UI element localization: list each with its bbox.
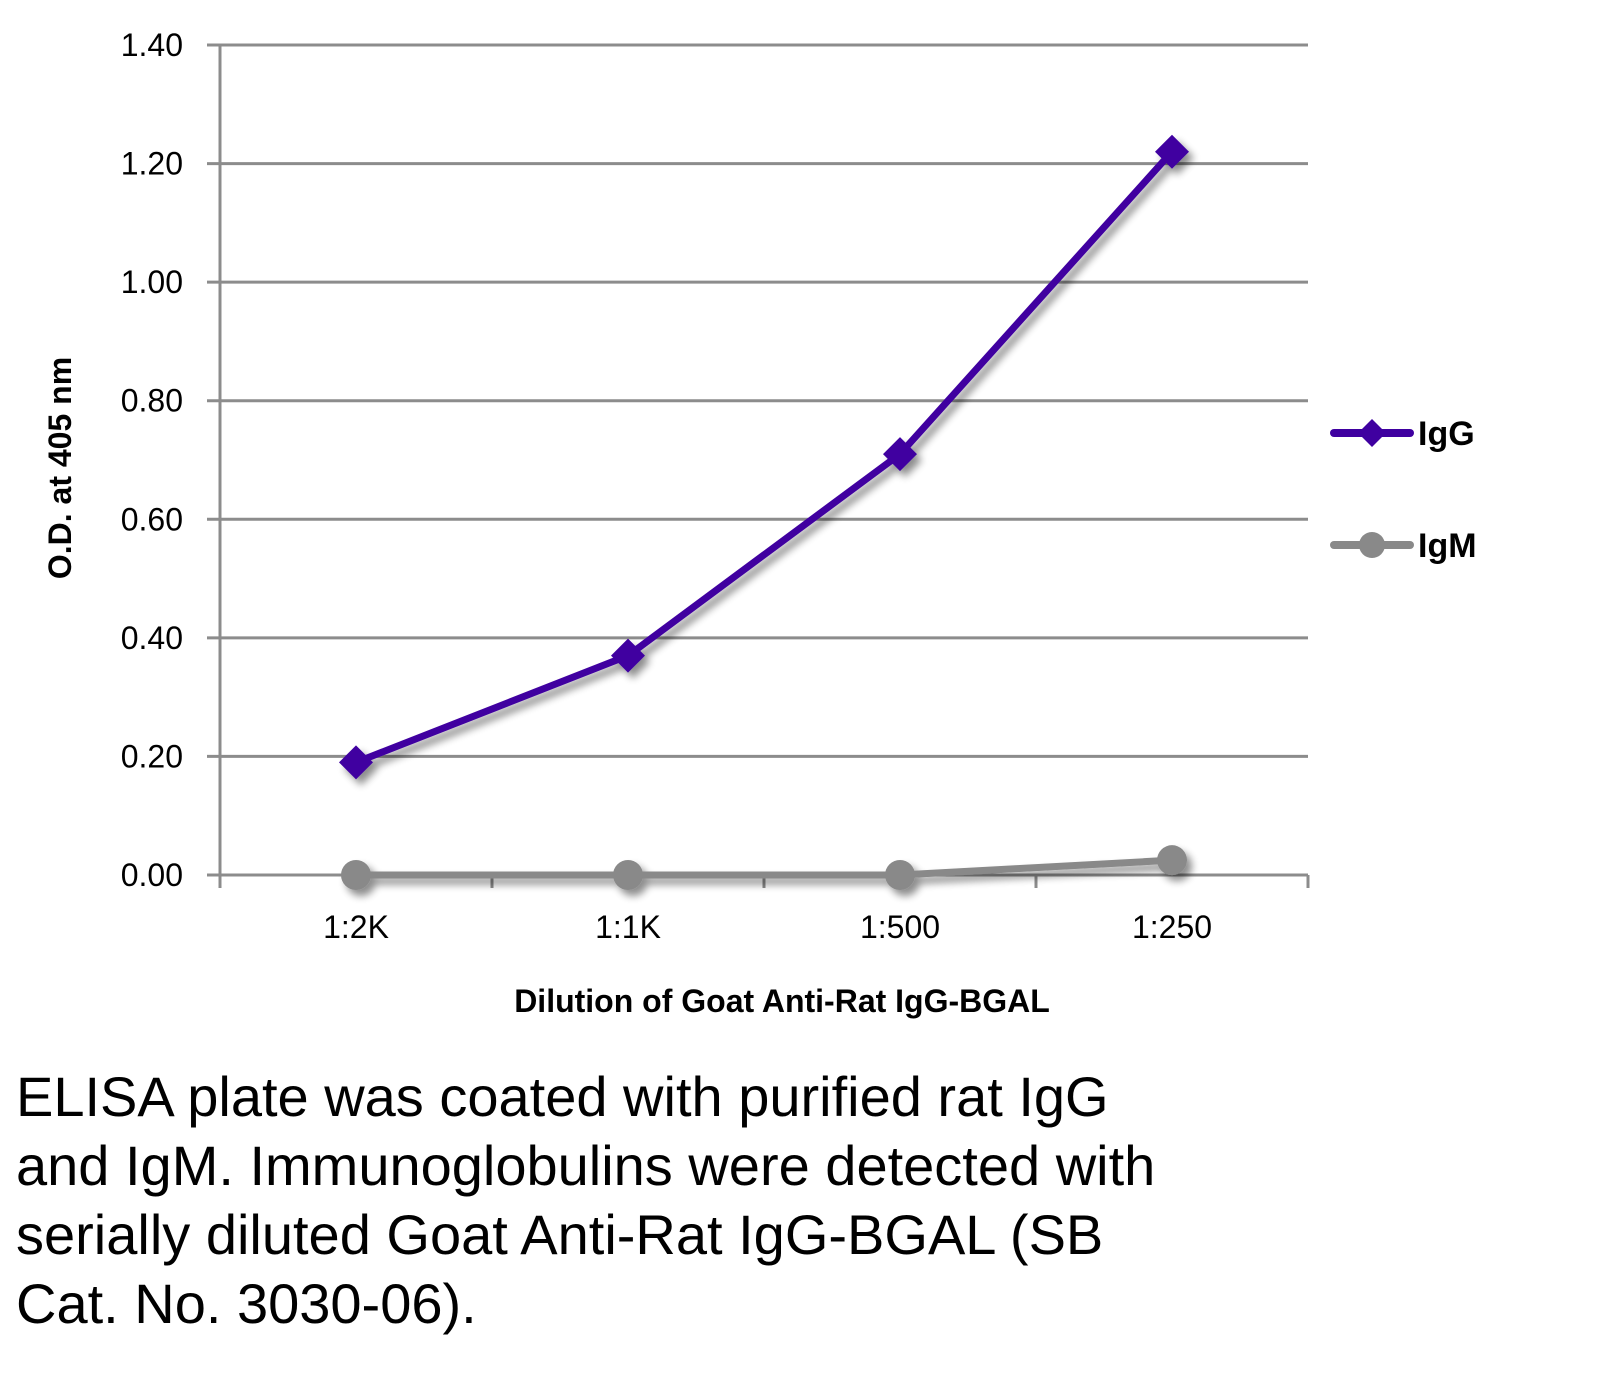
legend: IgG IgM	[1330, 415, 1477, 565]
x-axis-title: Dilution of Goat Anti-Rat IgG-BGAL	[514, 983, 1050, 1019]
x-tick-label: 1:500	[860, 909, 940, 945]
caption-line: ELISA plate was coated with purified rat…	[16, 1065, 1109, 1128]
y-tick-label: 0.80	[121, 383, 183, 419]
legend-item-igm: IgM	[1330, 527, 1477, 565]
data-point	[339, 745, 373, 780]
caption-line: and IgM. Immunoglobulins were detected w…	[16, 1134, 1156, 1197]
y-tick-labels: 0.00 0.20 0.40 0.60 0.80 1.00 1.20 1.40	[121, 27, 183, 893]
data-point	[611, 638, 645, 673]
legend-label: IgM	[1418, 527, 1477, 565]
caption-line: Cat. No. 3030-06).	[16, 1272, 477, 1335]
data-point	[613, 860, 643, 890]
data-point	[885, 860, 915, 890]
data-point	[341, 860, 371, 890]
axes	[218, 45, 1310, 888]
data-point	[1157, 845, 1187, 876]
x-tick-label: 1:2K	[323, 909, 389, 945]
y-tick-label: 0.60	[121, 501, 183, 537]
gridlines	[207, 43, 1308, 877]
series-line-igg	[354, 149, 1175, 766]
series-line-igm	[356, 856, 1173, 879]
x-tick-labels: 1:2K 1:1K 1:500 1:250	[323, 909, 1212, 945]
y-tick-label: 0.40	[121, 620, 183, 656]
y-tick-label: 1.20	[121, 146, 183, 182]
y-tick-label: 1.40	[121, 27, 183, 63]
y-tick-label: 0.00	[121, 857, 183, 893]
caption-line: serially diluted Goat Anti-Rat IgG-BGAL …	[16, 1203, 1104, 1266]
line-chart: 0.00 0.20 0.40 0.60 0.80 1.00 1.20 1.40 1:2K 1:1…	[42, 27, 1477, 1019]
series-layer	[339, 134, 1189, 890]
y-tick-label: 0.20	[121, 738, 183, 774]
figure-caption: ELISA plate was coated with purified rat…	[16, 1062, 1516, 1338]
y-tick-label: 1.00	[121, 264, 183, 300]
series-igg	[339, 134, 1189, 780]
legend-item-igg: IgG	[1330, 415, 1475, 453]
data-point	[1155, 134, 1189, 169]
legend-circle-icon	[1359, 532, 1385, 558]
series-igm	[341, 845, 1187, 890]
x-tick-label: 1:1K	[595, 909, 661, 945]
legend-diamond-icon	[1358, 419, 1386, 447]
y-axis-title: O.D. at 405 nm	[42, 357, 78, 579]
legend-label: IgG	[1418, 415, 1475, 453]
data-point	[883, 437, 917, 472]
x-tick-label: 1:250	[1132, 909, 1212, 945]
